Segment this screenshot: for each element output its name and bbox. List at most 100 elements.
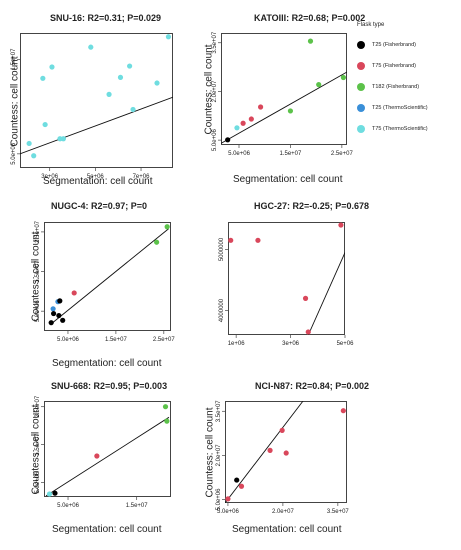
data-point: [302, 295, 309, 301]
legend-item: T182 (Fisherbrand): [357, 76, 457, 97]
data-point: [228, 237, 234, 243]
data-point: [283, 450, 289, 456]
legend-swatch: [357, 103, 365, 112]
legend-item: T25 (ThermoScientific): [357, 97, 457, 118]
data-point: [258, 104, 264, 110]
data-point: [267, 447, 273, 453]
y-tick-label: 1.5e+07: [11, 48, 17, 71]
chart-title: NCI-N87: R2=0.84; P=0.002: [255, 381, 370, 391]
data-point: [52, 490, 58, 496]
data-point: [164, 224, 170, 230]
y-tick-label: 5.0e+06: [35, 471, 41, 494]
x-tick-label: 3.5e+07: [327, 509, 350, 515]
y-tick-label: 2.0e+07: [216, 444, 222, 467]
x-tick-label: 2.5e+07: [153, 337, 176, 343]
x-tick-label: 1.5e+07: [279, 151, 302, 157]
legend-label: T25 (ThermoScientific): [372, 104, 428, 111]
y-tick-label: 5.0e+06: [11, 142, 17, 165]
legend-swatch: [357, 61, 365, 70]
regression-line: [221, 71, 347, 144]
x-tick-label: 3e+06: [282, 341, 300, 347]
y-tick-label: 5.0e+06: [35, 300, 41, 323]
data-point: [49, 64, 55, 70]
data-point: [340, 74, 346, 81]
data-point: [338, 222, 344, 228]
chart-title: SNU-668: R2=0.95; P=0.003: [51, 381, 168, 391]
x-tick-label: 5e+06: [87, 174, 105, 180]
legend-swatch: [357, 40, 365, 49]
y-tick-label: 2.5e+07: [35, 220, 41, 243]
data-point: [40, 75, 46, 81]
x-tick-label: 1.5e+07: [126, 503, 149, 509]
legend-label: T182 (Fisherbrand): [372, 83, 420, 90]
data-point: [42, 121, 48, 128]
legend: Flask type T25 (Fisherbrand) T75 (Fisher…: [357, 22, 457, 139]
data-point: [154, 239, 160, 245]
data-point: [305, 329, 311, 335]
plot-marks: [45, 404, 170, 497]
x-axis-label: Segmentation: cell count: [43, 176, 153, 187]
plot-area: [20, 33, 173, 168]
data-point: [340, 408, 346, 414]
x-tick-label: 7e+06: [133, 174, 151, 180]
data-point: [127, 63, 133, 69]
y-tick-label: 4000000: [219, 298, 225, 322]
legend-label: T75 (Fisherbrand): [372, 62, 417, 69]
y-tick-label: 2.5e+07: [35, 395, 41, 418]
legend-item: T75 (ThermoScientific): [357, 118, 457, 139]
x-tick-label: 5.0e+06: [217, 509, 240, 515]
x-tick-label: 5.0e+06: [57, 503, 80, 509]
data-point: [117, 74, 124, 80]
data-point: [238, 483, 245, 489]
data-point: [165, 34, 172, 40]
x-tick-label: 1.5e+07: [105, 337, 128, 343]
x-tick-label: 5.0e+06: [228, 151, 251, 157]
chart-title: NUGC-4: R2=0.97; P=0: [51, 201, 148, 211]
data-point: [255, 237, 261, 243]
legend-label: T25 (Fisherbrand): [372, 41, 417, 48]
x-axis-label: Segmentation: cell count: [232, 524, 342, 535]
plot-area: [228, 222, 345, 335]
data-point: [106, 91, 112, 97]
plot-marks: [20, 34, 173, 159]
data-point: [71, 290, 77, 296]
x-tick-label: 2.5e+07: [331, 151, 354, 157]
plot-marks: [48, 224, 170, 326]
legend-title: Flask type: [357, 22, 385, 28]
legend-swatch: [357, 82, 365, 91]
y-tick-label: 3.5e+07: [216, 400, 222, 423]
data-point: [31, 153, 37, 159]
x-tick-label: 5e+06: [337, 341, 355, 347]
x-tick-label: 2.0e+07: [272, 509, 295, 515]
data-point: [162, 404, 169, 410]
data-point: [279, 427, 285, 433]
chart-title: HGC-27: R2=-0.25; P=0.678: [254, 201, 370, 211]
data-point: [46, 491, 53, 497]
plot-marks: [228, 222, 345, 335]
plot-marks: [225, 401, 346, 503]
data-point: [154, 80, 160, 86]
x-tick-label: 1e+06: [228, 341, 246, 347]
data-point: [164, 418, 170, 424]
regression-line: [45, 416, 170, 497]
y-tick-label: 5.0e+06: [216, 488, 222, 511]
data-point: [88, 44, 94, 50]
data-point: [248, 116, 254, 122]
data-point: [50, 306, 56, 312]
plot-area: [221, 33, 347, 145]
data-point: [50, 310, 57, 317]
data-point: [130, 106, 136, 113]
x-axis-label: Segmentation: cell count: [52, 524, 162, 535]
data-point: [94, 453, 100, 459]
regression-line: [307, 252, 345, 335]
y-tick-label: 1.5e+07: [35, 433, 41, 456]
data-point: [234, 477, 240, 483]
regression-line: [225, 401, 304, 503]
y-tick-label: 5.0e+06: [212, 129, 218, 152]
x-tick-label: 5.0e+06: [57, 337, 80, 343]
legend-label: T75 (ThermoScientific): [372, 125, 428, 132]
